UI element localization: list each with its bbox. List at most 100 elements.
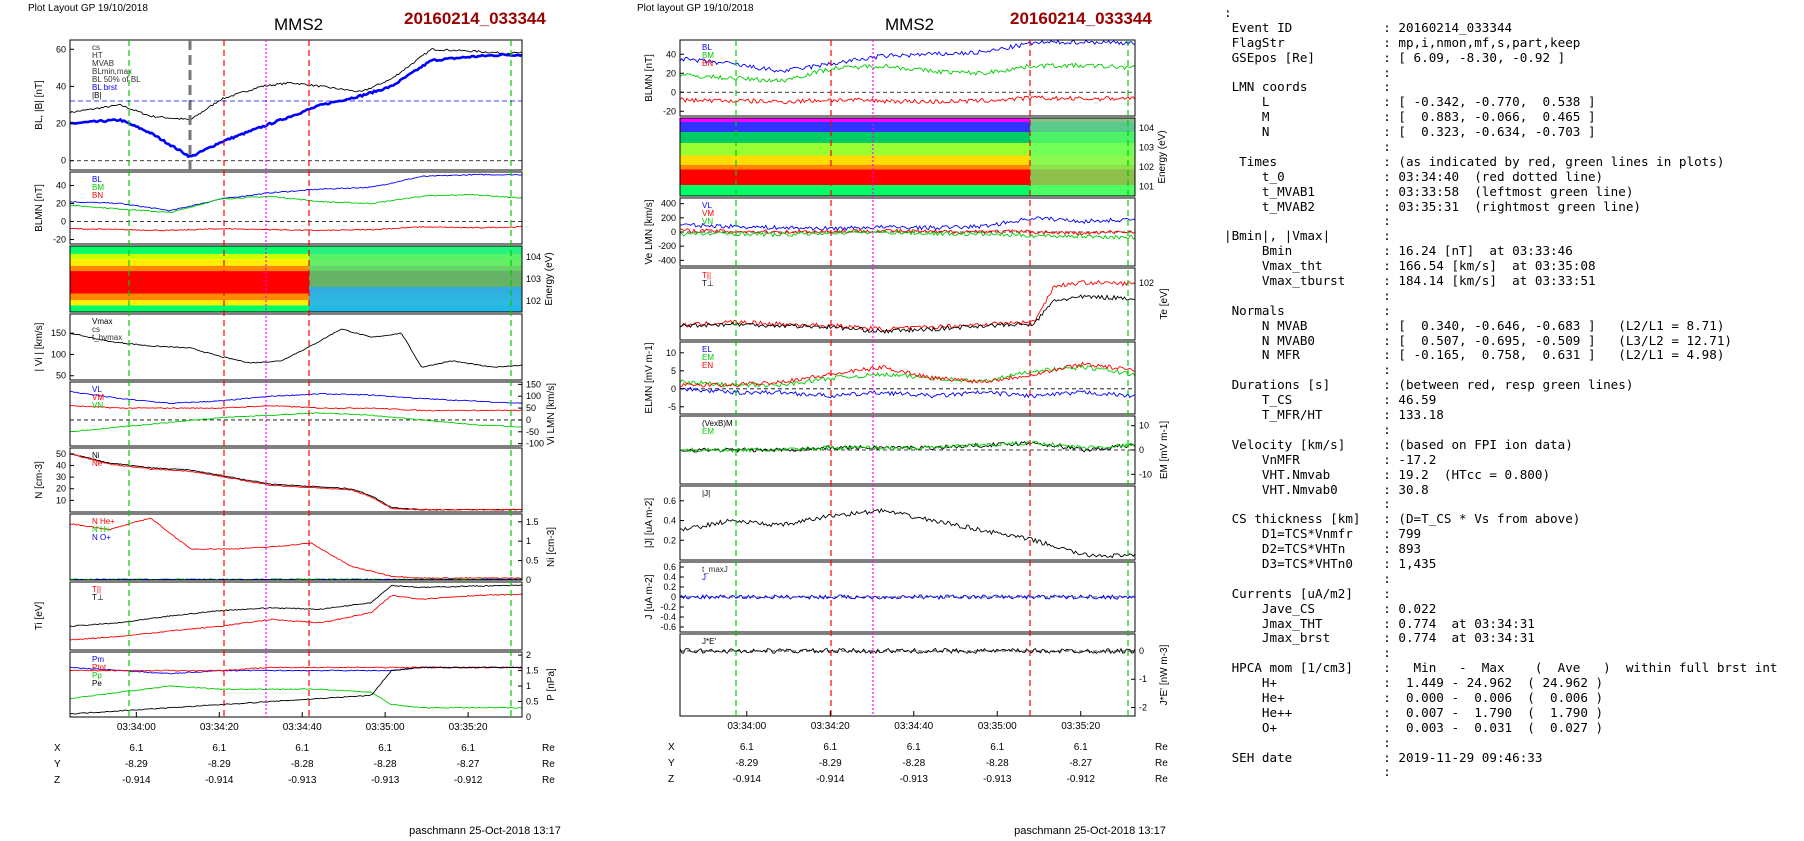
series-line [69, 412, 523, 433]
spacecraft-label: MMS2 [274, 15, 323, 34]
y-axis-label: | Vi | [km/s] [34, 322, 45, 371]
series-line [69, 390, 523, 404]
plot-panel [69, 313, 523, 381]
legend-entry: BN [702, 59, 713, 68]
y-axis-label: N [cm-3] [34, 461, 45, 499]
legend-entry: J [702, 573, 706, 582]
y-axis-label: BL, |B| [nT] [34, 80, 45, 130]
y-tick-label: -0.2 [660, 602, 676, 612]
summary-line: GSEpos [Re] : [ 6.09, -8.30, -0.92 ] [1224, 49, 1566, 65]
panel-frame [69, 447, 523, 513]
y-tick-label: -5 [668, 402, 676, 412]
legend-entry: BM [702, 51, 714, 60]
y-tick-label: 1 [526, 681, 531, 691]
summary-line: Event ID : 20160214_033344 [1224, 19, 1513, 35]
summary-line: : [1224, 362, 1391, 378]
summary-line: : [1224, 496, 1391, 512]
ephemeris-axis: Z [54, 775, 60, 786]
ephemeris-unit: Re [542, 743, 555, 754]
summary-line: D1=TCS*Vnmfr : 799 [1224, 526, 1422, 542]
summary-line: L : [ -0.342, -0.770, 0.538 ] [1224, 94, 1596, 110]
panel-frame [69, 381, 523, 447]
time-tick-label: 03:34:40 [894, 721, 933, 732]
series-line [69, 517, 523, 579]
legend-entry: J*E' [702, 637, 716, 646]
time-tick-label: 03:35:00 [366, 722, 405, 733]
ephemeris-value: -8.28 [902, 758, 925, 769]
y-tick-label: -200 [658, 241, 676, 251]
y-axis-label: Vi LMN [km/s] [546, 383, 557, 445]
spectrogram-band [70, 305, 522, 312]
ephemeris-value: -0.913 [900, 774, 929, 785]
y-axis-label: |J| [uA m-2] [644, 498, 655, 548]
event-summary-text: : Event ID : 20160214_033344 FlagStr : m… [1224, 5, 1794, 780]
time-tick-label: 03:35:20 [449, 722, 488, 733]
ephemeris-value: 6.1 [1074, 742, 1088, 753]
plot-panel [69, 513, 523, 581]
ephemeris-value: -0.914 [122, 775, 151, 786]
legend-entry: t_bvmax [92, 333, 122, 342]
ephemeris-unit: Re [542, 775, 555, 786]
legend-entry: BL [702, 43, 712, 52]
y-tick-label: 0.4 [663, 516, 676, 526]
legend-entry: BL brst [92, 83, 118, 92]
y-tick-label: 102 [1139, 278, 1154, 288]
y-tick-label: 2 [526, 650, 531, 660]
summary-line: Bmin : 16.24 [nT] at 03:33:46 [1224, 243, 1573, 259]
summary-line: H+ : 1.449 - 24.962 ( 24.962 ) [1224, 675, 1604, 691]
summary-line: Jmax_brst : 0.774 at 03:34:31 [1224, 630, 1535, 646]
y-tick-label: 104 [526, 252, 541, 262]
spectrogram-band [70, 293, 522, 301]
series-line [69, 453, 523, 511]
time-tick-label: 03:35:00 [978, 721, 1017, 732]
y-tick-label: 20 [56, 484, 66, 494]
ephemeris-value: -0.913 [288, 775, 317, 786]
y-axis-label: BLMN [nT] [644, 54, 655, 102]
summary-line: : [1224, 764, 1391, 780]
summary-line: : [1224, 5, 1232, 20]
ephemeris-value: -8.28 [986, 758, 1009, 769]
ephemeris-value: 6.1 [295, 743, 309, 754]
series-line [679, 594, 1136, 601]
legend-entry: BM [92, 183, 104, 192]
ephemeris-axis: X [668, 742, 675, 753]
plot-panel [69, 381, 523, 447]
legend-entry: EM [702, 427, 714, 436]
legend-entry: (VexB)M [702, 419, 733, 428]
legend-entry: |B| [92, 91, 102, 100]
legend-entry: Ni [92, 451, 100, 460]
y-tick-label: 50 [526, 403, 536, 413]
y-tick-label: 0.2 [663, 582, 676, 592]
ephemeris-value: 6.1 [907, 742, 921, 753]
y-tick-label: 0 [1139, 445, 1144, 455]
plot-panel [69, 447, 523, 513]
summary-line: N MVAB : [ 0.340, -0.646, -0.683 ] (L2/L… [1224, 317, 1725, 333]
series-line [69, 328, 523, 368]
summary-line: CS thickness [km] : (D=T_CS * Vs from ab… [1224, 511, 1581, 527]
summary-line: t_0 : 03:34:40 (red dotted line) [1224, 168, 1604, 184]
y-tick-label: 103 [526, 274, 541, 284]
ephemeris-value: -0.912 [1067, 774, 1096, 785]
legend-entry: EM [702, 353, 714, 362]
panel-frame [69, 39, 523, 171]
summary-line: VHT.Nmvab0 : 30.8 [1224, 481, 1429, 497]
legend-entry: MVAB [92, 59, 114, 68]
series-line [69, 48, 523, 121]
y-tick-label: -2 [1139, 703, 1147, 713]
y-tick-label: 40 [56, 181, 66, 191]
y-tick-label: 0 [61, 217, 66, 227]
ephemeris-value: -8.29 [125, 759, 148, 770]
legend-entry: T|| [92, 585, 101, 594]
summary-line: : [1224, 287, 1391, 303]
summary-line: VnMFR : -17.2 [1224, 451, 1437, 467]
y-tick-label: 50 [56, 449, 66, 459]
spectrogram-band [680, 164, 1135, 170]
summary-line: FlagStr : mp,i,nmon,mf,s,part,keep [1224, 34, 1581, 50]
summary-line: M : [ 0.883, -0.066, 0.465 ] [1224, 109, 1596, 125]
panel-frame [679, 39, 1136, 117]
event-label: 20160214_033344 [404, 9, 546, 28]
legend-entry: VM [702, 209, 714, 218]
ephemeris-axis: Z [668, 774, 674, 785]
series-line [679, 95, 1136, 105]
panel-frame [679, 117, 1136, 197]
